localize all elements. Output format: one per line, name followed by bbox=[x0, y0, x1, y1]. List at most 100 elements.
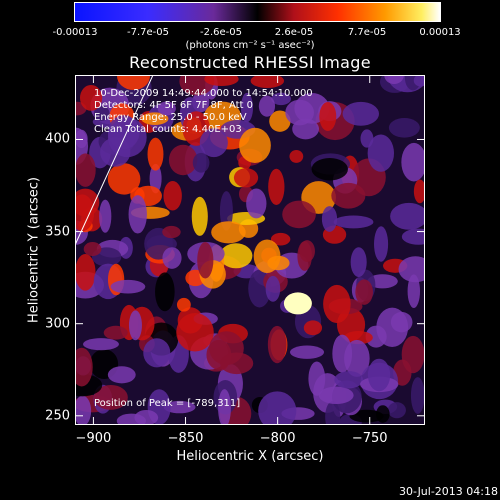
heatmap-blob bbox=[410, 377, 425, 414]
heatmap-blob bbox=[398, 256, 425, 283]
heatmap-blob bbox=[219, 191, 233, 231]
heatmap-blob bbox=[218, 389, 231, 425]
heatmap-blob bbox=[240, 92, 254, 123]
heatmap-blob bbox=[253, 239, 281, 274]
colorbar-tick-label: 0.00013 bbox=[419, 27, 461, 38]
heatmap-blob bbox=[157, 101, 176, 116]
heatmap-blob bbox=[163, 400, 196, 414]
heatmap-blob bbox=[93, 105, 110, 121]
x-axis-label: Heliocentric X (arcsec) bbox=[176, 449, 324, 464]
heatmap-blob bbox=[413, 179, 425, 204]
heatmap-blob bbox=[191, 196, 208, 236]
heatmap-blob bbox=[155, 272, 175, 312]
heatmap-blob bbox=[79, 84, 103, 111]
detectors-label: Detectors: 4F 5F 6F 7F 8F, Att 0 bbox=[94, 100, 254, 111]
x-tick-label: −850 bbox=[167, 431, 204, 446]
heatmap-blob bbox=[321, 206, 338, 232]
x-tick-label: −750 bbox=[351, 431, 388, 446]
heatmap-blob bbox=[75, 395, 92, 425]
heatmap-blob bbox=[147, 137, 164, 171]
heatmap-blob bbox=[246, 188, 267, 219]
peak-position-label: Position of Peak = [-789,311] bbox=[94, 398, 241, 409]
heatmap-blob bbox=[367, 134, 395, 172]
heatmap-blob bbox=[282, 200, 316, 229]
heatmap-blob bbox=[176, 297, 191, 312]
heatmap-blob bbox=[116, 75, 151, 91]
time-range-label: 10-Dec-2009 14:49:44.000 to 14:54:10.000 bbox=[94, 88, 313, 99]
heatmap-blob bbox=[318, 386, 354, 405]
y-tick-label: 300 bbox=[45, 316, 70, 332]
heatmap-blob bbox=[233, 168, 259, 188]
heatmap-blob bbox=[199, 128, 228, 158]
heatmap-blob bbox=[390, 202, 425, 230]
heatmap-blob bbox=[388, 117, 420, 138]
colorbar-units: (photons cm⁻² s⁻¹ asec⁻²) bbox=[185, 40, 315, 51]
heatmap-blob bbox=[107, 163, 141, 195]
heatmap-blob bbox=[163, 180, 182, 211]
heatmap-blob bbox=[149, 163, 162, 194]
colorbar bbox=[74, 2, 441, 22]
heatmap-blob bbox=[103, 325, 128, 340]
heatmap-blob bbox=[355, 279, 373, 305]
heatmap-blob bbox=[401, 228, 425, 245]
axis-ticks bbox=[75, 75, 425, 425]
heatmap-blob bbox=[143, 338, 171, 368]
heatmap-blob bbox=[162, 247, 182, 269]
heatmap-blob bbox=[413, 75, 425, 87]
colorbar-tick-label: 2.6e-05 bbox=[274, 27, 314, 38]
heatmap-blob bbox=[269, 110, 291, 132]
heatmap-blob bbox=[334, 371, 364, 389]
y-tick-label: 400 bbox=[45, 131, 70, 147]
heatmap-blob bbox=[239, 127, 271, 164]
heatmap-blob bbox=[168, 144, 198, 176]
heatmap-blob bbox=[384, 75, 404, 84]
heatmap-blob bbox=[376, 405, 390, 423]
heatmap-blob bbox=[83, 338, 119, 351]
peak-blob bbox=[283, 292, 312, 315]
heatmap-blob bbox=[75, 347, 93, 387]
heatmap-blob bbox=[360, 129, 374, 148]
heatmap-blob bbox=[75, 253, 96, 291]
heatmap-blob bbox=[303, 320, 323, 336]
heatmap-blob bbox=[333, 215, 374, 229]
heatmap-blob bbox=[134, 409, 159, 425]
heatmap-blob bbox=[265, 275, 281, 302]
heatmap-blob bbox=[162, 225, 181, 239]
colorbar-tick-label: -0.00013 bbox=[52, 27, 98, 38]
heatmap-blob bbox=[219, 243, 253, 269]
heatmap-blob bbox=[390, 311, 413, 333]
energy-range-label: Energy Range: 25.0 - 50.0 keV bbox=[94, 112, 247, 123]
heatmap-blob bbox=[258, 391, 297, 425]
chart-title: Reconstructed RHESSI Image bbox=[129, 53, 371, 72]
heatmap-blob bbox=[387, 402, 406, 419]
heatmap-blob bbox=[75, 153, 96, 187]
heatmap-blob bbox=[204, 75, 239, 86]
heatmap-image bbox=[75, 75, 425, 425]
heatmap-blob bbox=[107, 115, 140, 150]
limb-line bbox=[75, 75, 154, 246]
heatmap-blobs bbox=[75, 75, 425, 425]
heatmap-blob bbox=[250, 75, 285, 89]
y-tick-label: 350 bbox=[45, 224, 70, 240]
colorbar-tick-label: -7.7e-05 bbox=[127, 27, 169, 38]
heatmap-blob bbox=[323, 284, 351, 324]
heatmap-blob bbox=[211, 221, 246, 244]
heatmap-blob bbox=[374, 226, 389, 262]
colorbar-tick-label: 7.7e-05 bbox=[347, 27, 387, 38]
heatmap-blob bbox=[342, 101, 380, 126]
heatmap-blob bbox=[401, 142, 425, 182]
heatmap-blob bbox=[349, 409, 384, 423]
heatmap-blob bbox=[319, 101, 337, 132]
heatmap-blob bbox=[83, 242, 102, 257]
heatmap-blob bbox=[209, 331, 244, 366]
heatmap-blob bbox=[268, 168, 285, 206]
heatmap-blob bbox=[192, 152, 210, 173]
heatmap-blob bbox=[344, 339, 370, 377]
heatmap-blob bbox=[325, 401, 341, 425]
heatmap-blob bbox=[99, 199, 112, 233]
timestamp-footer: 30-Jul-2013 04:18 bbox=[398, 485, 498, 498]
heatmap-blob bbox=[75, 194, 95, 232]
heatmap-blob bbox=[289, 150, 304, 163]
heatmap-blob bbox=[93, 384, 128, 410]
heatmap-blob bbox=[197, 241, 214, 279]
